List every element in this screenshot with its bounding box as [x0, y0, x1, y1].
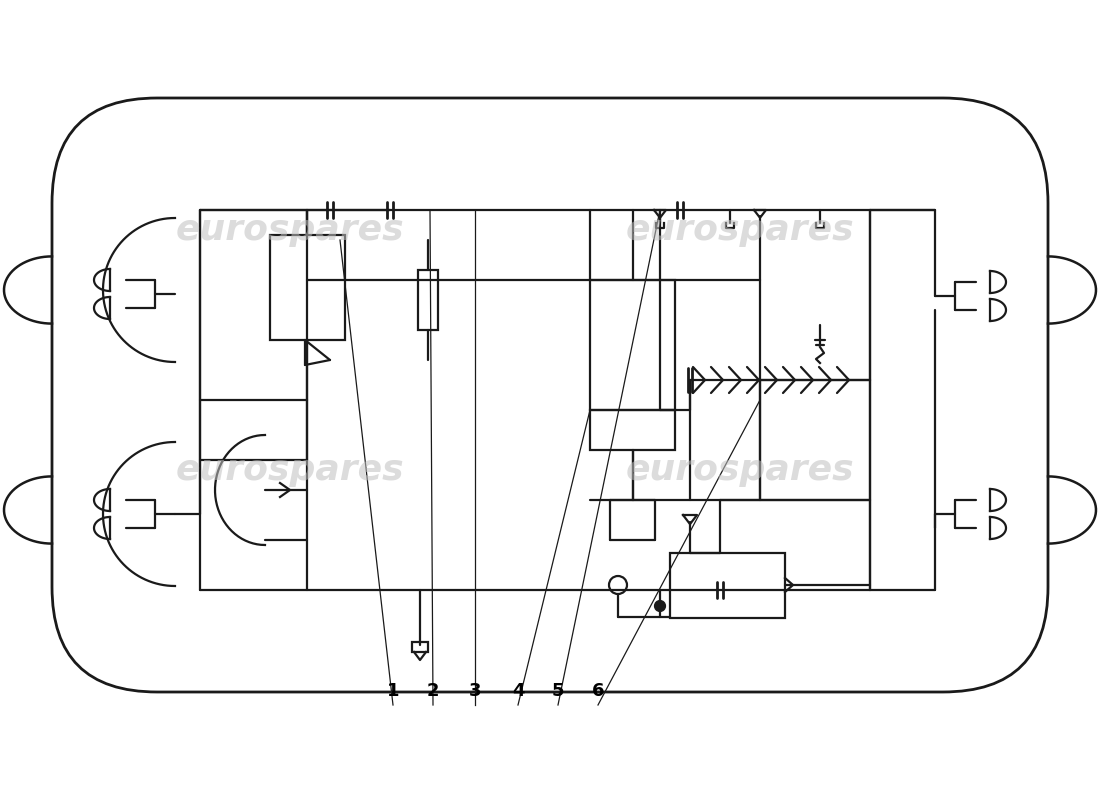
Bar — [670, 553, 785, 618]
Text: eurospares: eurospares — [176, 453, 405, 487]
Text: 4: 4 — [512, 682, 525, 700]
Bar — [418, 270, 438, 330]
Text: eurospares: eurospares — [626, 213, 855, 247]
Text: eurospares: eurospares — [626, 453, 855, 487]
Text: 5: 5 — [552, 682, 564, 700]
Text: eurospares: eurospares — [176, 213, 405, 247]
Bar — [590, 280, 675, 410]
FancyBboxPatch shape — [52, 98, 1048, 692]
Bar — [270, 235, 345, 340]
Bar — [412, 642, 428, 652]
Text: 6: 6 — [592, 682, 604, 700]
Text: 1: 1 — [387, 682, 399, 700]
Bar — [590, 410, 675, 450]
Text: 3: 3 — [469, 682, 482, 700]
Text: 2: 2 — [427, 682, 439, 700]
Circle shape — [654, 601, 666, 611]
